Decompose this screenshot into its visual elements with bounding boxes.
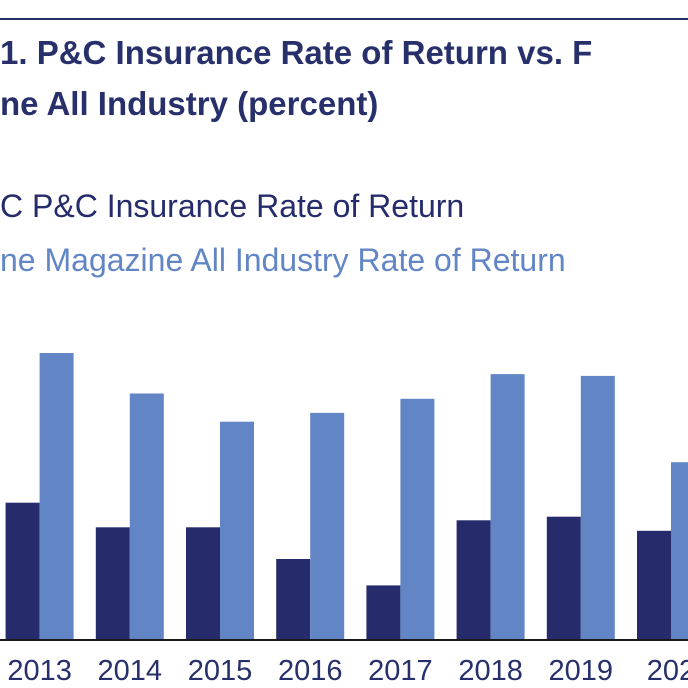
- x-tick-labels: 2013 2014 2015 2016 2017 2018 2019 202: [7, 655, 688, 687]
- bar-series-2-2017: [400, 398, 435, 640]
- bar-series-1-202: [637, 530, 671, 640]
- x-tick-label-2019: 2019: [549, 655, 614, 687]
- legend-entry-series-2: ne Magazine All Industry Rate of Return: [0, 242, 566, 278]
- x-tick-label-2015: 2015: [188, 655, 253, 687]
- x-tick-label-202: 202: [647, 655, 688, 687]
- bar-series-2-2016: [310, 412, 345, 640]
- bar-series-1-2014: [95, 527, 130, 640]
- bar-series-1-2015: [186, 527, 220, 640]
- chart-title-line-2: ne All Industry (percent): [0, 85, 379, 122]
- bar-series-1-2017: [366, 585, 401, 640]
- bar-series-1-2019: [546, 516, 581, 640]
- bar-series-1-2016: [276, 559, 311, 640]
- bar-series-1-2018: [456, 520, 491, 640]
- bar-series-2-202: [671, 462, 688, 640]
- bar-series-2-2015: [220, 421, 254, 640]
- x-tick-label-2018: 2018: [458, 655, 523, 687]
- bar-series-2-2014: [129, 393, 164, 640]
- top-divider: [0, 18, 688, 20]
- x-tick-label-2016: 2016: [278, 655, 343, 687]
- x-tick-label-2017: 2017: [368, 655, 433, 687]
- bar-series-1-2013: [5, 502, 40, 640]
- bar-series-2-2019: [580, 375, 615, 640]
- bars-group: [5, 353, 688, 640]
- legend-entry-series-1: C P&C Insurance Rate of Return: [0, 188, 465, 224]
- x-tick-label-2014: 2014: [98, 655, 163, 687]
- chart-title-line-1: 1. P&C Insurance Rate of Return vs. F: [0, 34, 593, 71]
- bar-series-2-2018: [490, 374, 525, 640]
- x-tick-label-2013: 2013: [7, 655, 72, 687]
- bar-series-2-2013: [39, 353, 74, 640]
